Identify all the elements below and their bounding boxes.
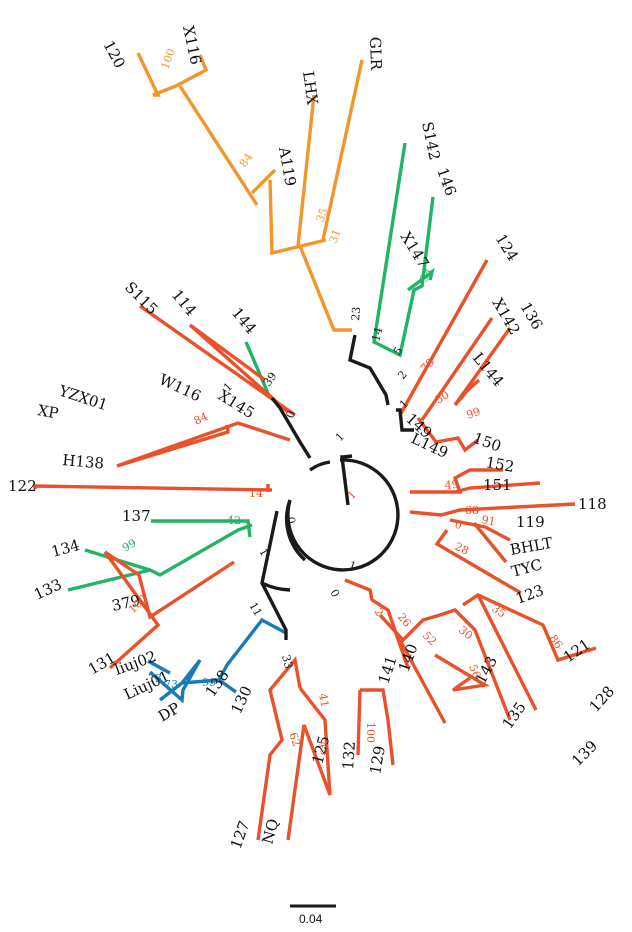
bootstrap-value: 91 xyxy=(480,513,496,528)
leaf-label: NQ xyxy=(258,817,282,846)
bootstrap-value: 84 xyxy=(192,410,210,428)
leaf-label: 123 xyxy=(513,581,546,608)
leaf-label: 144 xyxy=(228,304,260,338)
leaf-label: 151 xyxy=(483,476,512,494)
branch-blue-clade xyxy=(147,617,287,704)
leaf-label: BHLT xyxy=(509,534,554,559)
tree-branches xyxy=(33,52,597,841)
leaf-label: 139 xyxy=(568,737,601,770)
leaf-label: XP xyxy=(36,401,60,422)
bootstrap-value: 0 xyxy=(284,409,299,420)
leaf-label: LHX xyxy=(299,70,322,106)
leaf-label: 134 xyxy=(49,536,81,561)
leaf-label: DP xyxy=(155,699,183,726)
leaf-label: S142 xyxy=(418,120,444,162)
branch-red-clade xyxy=(33,259,597,841)
leaf-label: 137 xyxy=(122,507,151,525)
leaf-label: W116 xyxy=(156,370,204,405)
bootstrap-value: 62 xyxy=(286,731,303,749)
bootstrap-value: 11 xyxy=(246,600,264,619)
leaf-label: YZX01 xyxy=(56,381,110,414)
leaf-label: 129 xyxy=(366,744,389,775)
leaf-label: 120 xyxy=(99,37,128,71)
bootstrap-value: 94 xyxy=(417,266,435,285)
bootstrap-value: 41 xyxy=(316,692,331,708)
leaf-label: 124 xyxy=(492,231,522,265)
leaf-label: X145 xyxy=(215,386,258,422)
leaf-label: 141 xyxy=(375,653,401,686)
leaf-label: 146 xyxy=(433,165,460,198)
bootstrap-value: 73 xyxy=(164,678,178,691)
bootstrap-value: 0 xyxy=(453,518,464,533)
bootstrap-value: 33 xyxy=(279,653,295,670)
bootstrap-value: 45 xyxy=(316,740,331,756)
bootstrap-value: 78 xyxy=(418,356,437,375)
leaf-label: 121 xyxy=(560,635,594,666)
branch-green-clade-b xyxy=(67,519,253,592)
bootstrap-value: 0 xyxy=(327,587,342,600)
bootstrap-value: 14 xyxy=(369,326,385,343)
leaf-label: A119 xyxy=(275,145,300,188)
branch-green-clade-a xyxy=(244,142,435,399)
bootstrap-value: 2 xyxy=(395,368,409,382)
leaf-label: 131 xyxy=(85,649,119,679)
bootstrap-value: 0 xyxy=(284,516,298,524)
scale-bar-label: 0.04 xyxy=(299,912,323,926)
bootstrap-value: 100 xyxy=(159,47,178,71)
bootstrap-value: 99 xyxy=(120,536,139,554)
bootstrap-value: 23 xyxy=(349,306,363,321)
bootstrap-value: 14 xyxy=(249,487,263,500)
bootstrap-value: 2 xyxy=(371,606,386,619)
bootstrap-value: 35 xyxy=(314,206,331,224)
leaf-label: TYC xyxy=(509,555,544,580)
bootstrap-value: 1 xyxy=(333,430,347,444)
leaf-label: GLR xyxy=(366,37,385,72)
leaf-label: H138 xyxy=(62,451,105,473)
leaf-label: 379 xyxy=(110,591,142,615)
leaf-label: 152 xyxy=(484,453,515,476)
branch-backbone xyxy=(260,334,414,640)
leaf-label: 122 xyxy=(8,477,37,495)
leaf-label: 132 xyxy=(339,740,359,770)
leaf-label: 114 xyxy=(168,286,200,320)
bootstrap-value: 56 xyxy=(466,663,483,681)
bootstrap-value: 35 xyxy=(489,602,508,621)
leaf-label: 127 xyxy=(227,818,254,851)
scale-bar: 0.04 xyxy=(290,904,336,926)
bootstrap-value: 73 xyxy=(148,672,162,685)
leaf-label: 150 xyxy=(471,429,504,456)
bootstrap-value: 31 xyxy=(327,227,344,245)
bootstrap-value: 28 xyxy=(453,540,471,558)
leaf-label: 118 xyxy=(578,495,607,513)
bootstrap-value: 100 xyxy=(364,722,377,743)
leaf-label: X116 xyxy=(179,24,205,66)
leaf-label: S115 xyxy=(121,278,161,318)
bootstrap-value: 42 xyxy=(227,514,241,527)
bootstrap-value: 26 xyxy=(395,611,414,630)
bootstrap-value: 50 xyxy=(433,388,452,406)
bootstrap-value: 68 xyxy=(465,504,479,517)
bootstrap-value: 99 xyxy=(202,676,216,689)
bootstrap-value: 86 xyxy=(547,632,566,651)
leaf-label: 133 xyxy=(31,575,65,603)
bootstrap-value: 84 xyxy=(237,151,256,170)
leaf-label: X142 xyxy=(489,295,524,338)
branch-orange-clade xyxy=(136,52,364,332)
bootstrap-value: 52 xyxy=(420,629,439,648)
bootstrap-value: 1 xyxy=(347,559,358,574)
leaf-label: 119 xyxy=(516,513,545,531)
bootstrap-value: 49 xyxy=(444,478,459,492)
bootstrap-value: 99 xyxy=(465,405,483,422)
leaf-label: 128 xyxy=(586,682,619,715)
